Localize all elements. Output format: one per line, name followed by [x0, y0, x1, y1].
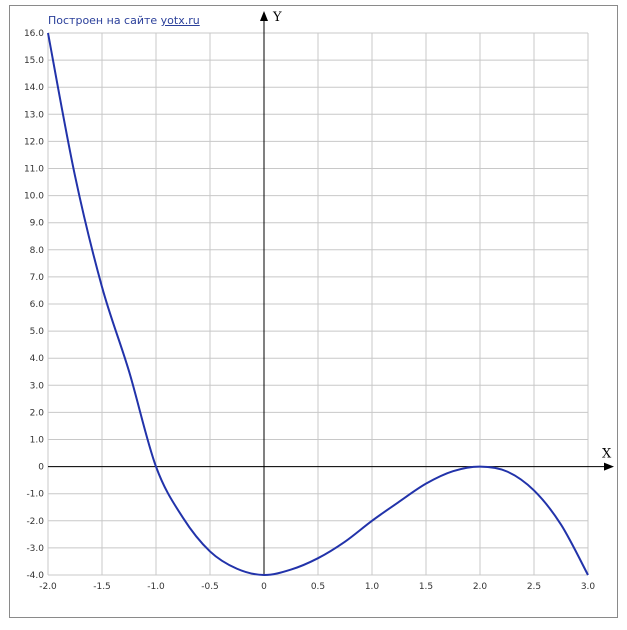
x-tick-label: 0 — [261, 582, 267, 592]
curve-layer — [47, 32, 589, 577]
x-tick-label: 0.5 — [311, 582, 325, 592]
x-tick-label: 2.0 — [473, 582, 488, 592]
y-tick-label: 3.0 — [30, 381, 45, 391]
tick-labels: -2.0 -1.5 -1.0 -0.5 0 0.5 1.0 1.5 2.0 2.5 3.0-4.0-… — [24, 29, 595, 592]
y-tick-label: -3.0 — [26, 544, 44, 554]
y-tick-label: 9.0 — [30, 219, 45, 229]
x-axis-arrow — [604, 462, 614, 471]
axes — [48, 11, 614, 575]
x-tick-label: 2.5 — [527, 582, 541, 592]
y-axis-arrow — [260, 11, 268, 21]
x-tick-label: -1.5 — [93, 582, 111, 592]
y-tick-label: 13.0 — [24, 110, 44, 120]
x-tick-label: -1.0 — [147, 582, 165, 592]
y-tick-label: 12.0 — [24, 137, 44, 147]
credit-link[interactable]: yotx.ru — [160, 14, 200, 27]
y-tick-label: 6.0 — [30, 300, 45, 310]
y-tick-label: 0 — [38, 463, 44, 473]
y-tick-label: 4.0 — [30, 354, 45, 364]
y-tick-label: 11.0 — [24, 165, 44, 175]
x-tick-label: -2.0 — [39, 582, 57, 592]
y-tick-label: 16.0 — [24, 29, 44, 39]
y-tick-label: -4.0 — [26, 571, 44, 581]
y-tick-label: -1.0 — [26, 490, 44, 500]
x-tick-label: 3.0 — [581, 582, 596, 592]
x-tick-label: -0.5 — [201, 582, 219, 592]
y-tick-label: 10.0 — [24, 192, 44, 202]
y-tick-label: 7.0 — [30, 273, 45, 283]
y-tick-label: 2.0 — [30, 408, 45, 418]
y-tick-label: 5.0 — [30, 327, 45, 337]
y-axis-label: Y — [272, 10, 282, 25]
x-tick-label: 1.0 — [365, 582, 380, 592]
series-line — [47, 32, 589, 577]
y-tick-label: 8.0 — [30, 246, 45, 256]
x-axis-label: X — [602, 447, 612, 462]
credit-text: Построен на сайте yotx.ru — [48, 14, 200, 27]
y-tick-label: -2.0 — [26, 517, 44, 527]
grid-lines — [47, 32, 589, 576]
chart-frame — [9, 5, 618, 618]
credit-prefix: Построен на сайте — [48, 14, 158, 27]
y-tick-label: 1.0 — [30, 436, 45, 446]
y-tick-label: 15.0 — [24, 56, 44, 66]
x-tick-label: 1.5 — [419, 582, 433, 592]
y-tick-label: 14.0 — [24, 83, 44, 93]
